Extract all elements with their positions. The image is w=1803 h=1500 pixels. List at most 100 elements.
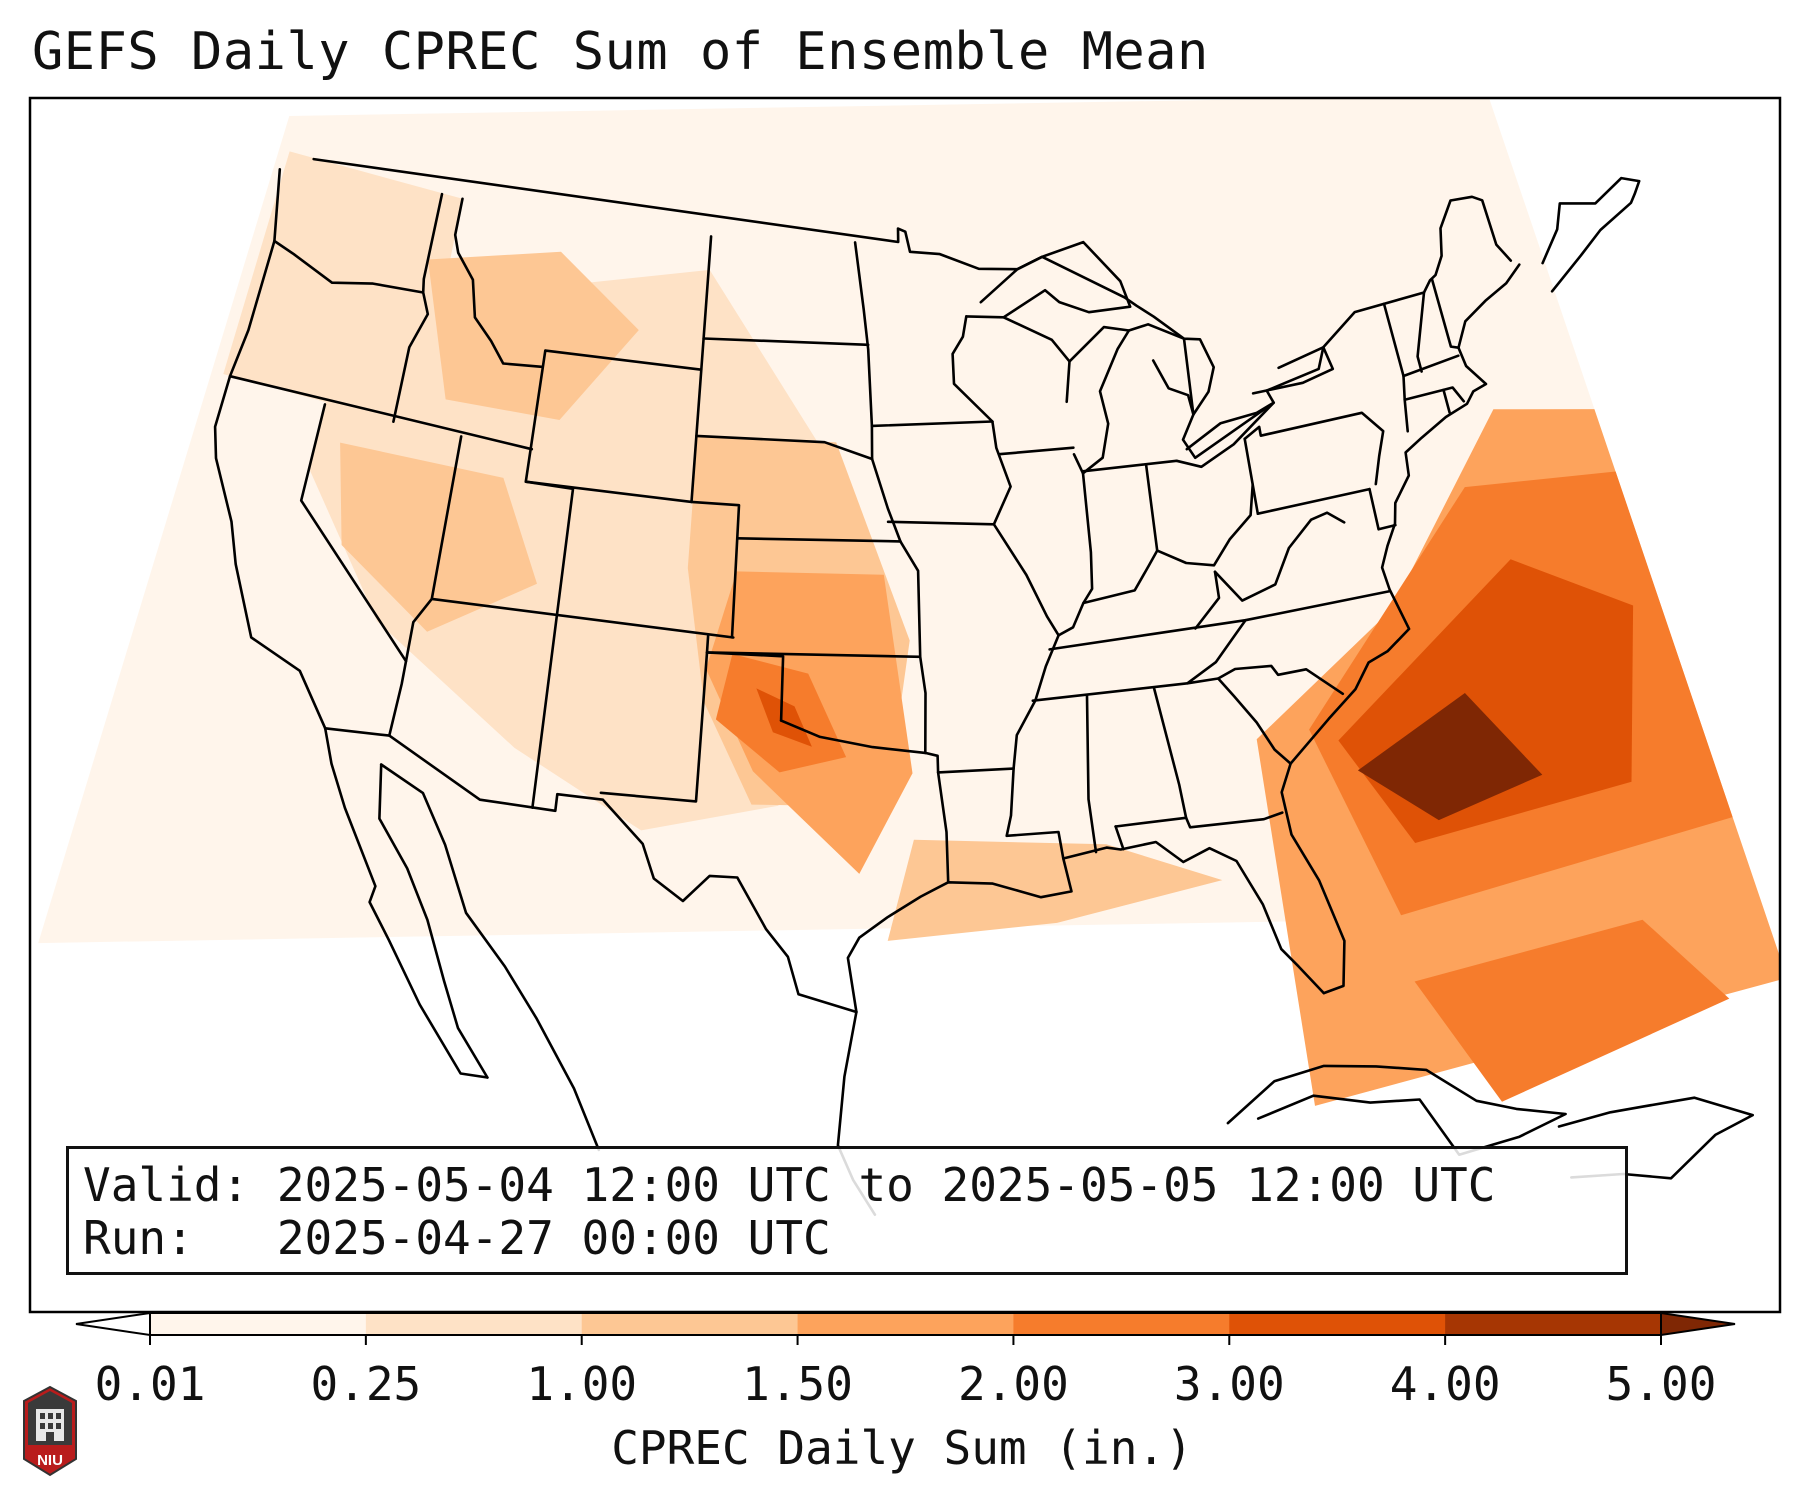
boundary-ok-ar: [918, 655, 927, 755]
precip-region-caribbean: [1414, 919, 1730, 1102]
boundary-cuba: [1226, 1064, 1567, 1156]
boundary-mississippi-river: [991, 420, 1065, 860]
boundary-red-river: [779, 719, 927, 755]
colorbar-outline: [149, 1312, 1662, 1336]
boundary-id-mt: [453, 197, 543, 369]
boundary-vt-nh: [1416, 291, 1426, 373]
boundary-pacific-coast: [213, 168, 327, 730]
boundary-co-box: [690, 500, 741, 639]
boundary-oh-pa: [1243, 437, 1260, 515]
boundary-il-in: [1081, 472, 1094, 605]
boundary-nd-mn: [853, 241, 874, 461]
boundary-wa-id: [421, 192, 444, 294]
boundary-fl-al: [1114, 825, 1125, 851]
boundary-hispaniola: [1557, 1096, 1754, 1180]
run-time-line: Run: 2025-04-27 00:00 UTC: [83, 1211, 831, 1265]
precip-region-gulf-coast: [887, 839, 1223, 941]
boundary-wv-va: [1213, 511, 1346, 602]
boundary-ut-co: [524, 480, 575, 809]
boundary-ga-sc: [1216, 677, 1292, 765]
colorbar-segment: [797, 1313, 1014, 1335]
boundary-mason-dixon: [1256, 487, 1371, 515]
boundary-lake-michigan: [1065, 325, 1131, 475]
boundary-lake-ontario: [1251, 346, 1335, 395]
boundary-tn-south: [1031, 618, 1247, 702]
boundary-ar-tx-la: [924, 751, 1015, 774]
boundary-ks-mo: [899, 540, 922, 659]
boundary-ky-va: [1194, 570, 1221, 630]
colorbar-tick-label: 0.25: [310, 1357, 422, 1411]
boundary-north-42: [228, 374, 534, 451]
colorbar-tick-label: 4.00: [1389, 1357, 1501, 1411]
colorbar: [75, 1311, 1736, 1345]
boundary-baja-west: [323, 727, 489, 1079]
colorbar-tick-label: 1.50: [742, 1357, 853, 1411]
logo-text: NIU: [37, 1452, 63, 1469]
colorbar-tick-label: 1.00: [526, 1357, 638, 1411]
boundary-mn-ia: [870, 420, 994, 428]
boundary-ct-ri: [1442, 388, 1451, 414]
boundary-in-oh: [1144, 464, 1159, 552]
boundary-ma-south: [1403, 386, 1466, 403]
boundary-mt-nd-sd: [700, 235, 713, 371]
precip-region-oklahoma-max: [756, 688, 812, 747]
boundary-ne-ks: [736, 537, 902, 543]
colorbar-segment: [1229, 1313, 1446, 1335]
boundary-nd-sd: [702, 337, 870, 347]
colorbar-tick-label: 2.00: [958, 1357, 1069, 1411]
boundary-four-corners-lat: [430, 597, 735, 639]
boundary-nm-tx: [599, 651, 709, 803]
boundary-wi-il: [997, 446, 1075, 456]
map-body: [30, 98, 1780, 1312]
boundary-wi-mi: [1002, 316, 1071, 363]
boundary-lake-huron: [1127, 323, 1215, 416]
boundary-pa-box: [1243, 411, 1385, 486]
colorbar-under-arrow: [75, 1311, 151, 1337]
boundary-nh-me: [1430, 278, 1460, 349]
boundary-de: [1368, 487, 1397, 531]
colorbar-over-arrow: [1660, 1311, 1736, 1337]
colorbar-segment: [1445, 1313, 1662, 1335]
boundary-gulf-coast: [846, 840, 1326, 1014]
boundary-ohio-river: [1057, 483, 1254, 637]
boundary-nova-scotia: [1541, 176, 1641, 293]
boundary-ma-north: [1402, 354, 1460, 378]
valid-run-info-box: Valid: 2025-05-04 12:00 UTC to 2025-05-0…: [66, 1146, 1628, 1275]
boundary-or-id: [392, 291, 430, 423]
colorbar-segment: [1013, 1313, 1230, 1335]
boundary-ne-sd: [695, 434, 874, 461]
colorbar-segment: [581, 1313, 799, 1335]
boundary-atlantic-coast: [1280, 263, 1521, 995]
boundary-baja-east: [378, 763, 489, 1079]
boundary-mo-ia: [886, 520, 996, 526]
boundary-mexico-mainland-west: [379, 763, 601, 1152]
boundary-ny-vt: [1382, 302, 1409, 433]
niu-logo-icon: NIU: [23, 1385, 77, 1477]
boundary-ia-west: [870, 457, 902, 543]
boundary-mn-wi: [951, 315, 994, 423]
boundary-ms-al: [1085, 694, 1098, 854]
colorbar-tick-label: 3.00: [1173, 1357, 1285, 1411]
colorbar-label: CPREC Daily Sum (in.): [611, 1421, 1193, 1475]
colorbar-tick-label: 5.00: [1605, 1357, 1717, 1411]
political-boundaries: [213, 157, 1754, 1216]
valid-time-line: Valid: 2025-05-04 12:00 UTC to 2025-05-0…: [83, 1158, 1496, 1212]
precip-region-atlantic-max: [1357, 693, 1543, 821]
boundary-wa-or: [273, 239, 425, 294]
colorbar-segment: [365, 1313, 583, 1335]
boundary-us-mexico: [323, 727, 858, 1014]
boundary-fl-north: [1114, 811, 1284, 829]
boundary-al-ga: [1152, 686, 1188, 820]
boundary-tx-la: [936, 771, 950, 884]
boundary-nv-ut-az: [404, 435, 463, 663]
colorbar-segment: [150, 1313, 367, 1335]
boundary-ok-panhandle: [705, 651, 785, 722]
colorbar-tick-label: 0.01: [94, 1357, 206, 1411]
boundary-lake-superior: [965, 240, 1132, 319]
boundary-lake-erie: [1175, 401, 1275, 469]
boundary-us-canada: [312, 157, 1513, 460]
precip-region-nevada-utah: [340, 442, 537, 632]
page-title: GEFS Daily CPREC Sum of Ensemble Mean: [32, 22, 1209, 82]
boundary-mi-south: [1081, 459, 1178, 473]
